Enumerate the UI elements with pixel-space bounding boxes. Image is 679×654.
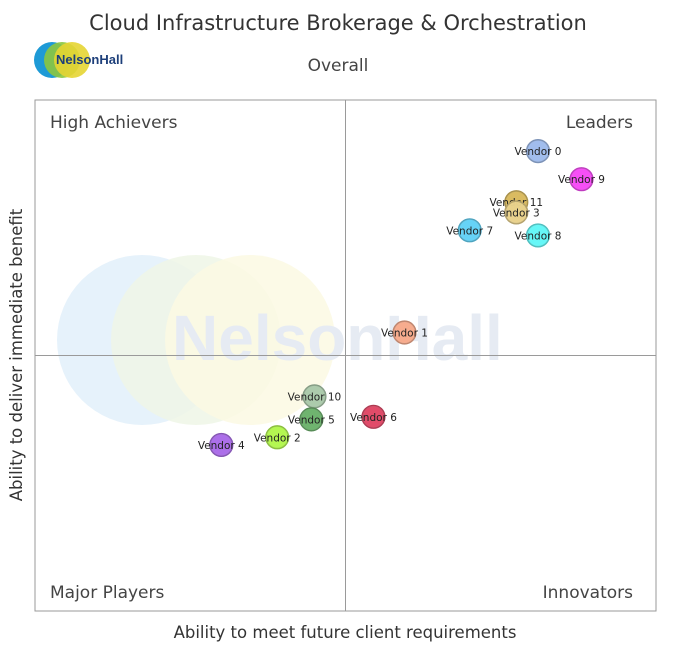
point-fill-vendor-9 [570,168,592,190]
point-label-vendor-2: Vendor 2 [254,432,301,444]
y-axis-label: Ability to deliver immediate benefit [7,208,26,501]
point-vendor-8[interactable]: Vendor 8 [515,223,562,248]
point-fill-vendor-6 [362,406,384,428]
point-fill-vendor-3 [505,201,527,223]
point-label-vendor-3: Vendor 3 [493,207,540,219]
point-vendor-9[interactable]: Vendor 9 [558,167,605,192]
point-fill-vendor-5 [300,408,322,430]
point-vendor-4[interactable]: Vendor 4 [198,432,245,458]
point-label-vendor-6: Vendor 6 [350,412,397,424]
quadrant-label-leaders: Leaders [566,113,633,133]
point-vendor-0[interactable]: Vendor 0 [515,139,562,164]
point-label-vendor-5: Vendor 5 [288,414,335,426]
point-label-vendor-10: Vendor 10 [288,391,342,403]
point-vendor-2[interactable]: Vendor 2 [254,425,301,450]
point-fill-vendor-0 [527,140,549,162]
chart-subtitle: Overall [308,56,369,76]
chart-title: Cloud Infrastructure Brokerage & Orchest… [89,11,587,35]
point-vendor-1[interactable]: Vendor 1 [381,320,428,345]
point-vendor-6[interactable]: Vendor 6 [350,404,397,429]
quadrant-label-high-achievers: High Achievers [50,113,178,133]
point-label-vendor-7: Vendor 7 [446,225,493,237]
point-fill-vendor-7 [459,219,481,241]
x-axis-label: Ability to meet future client requiremen… [174,623,517,642]
point-fill-vendor-2 [266,426,288,448]
point-vendor-7[interactable]: Vendor 7 [446,218,493,243]
watermark: NelsonHall [57,255,503,425]
point-label-vendor-9: Vendor 9 [558,174,605,186]
point-vendor-10[interactable]: Vendor 10 [288,384,342,409]
watermark-circle-yellow [165,255,335,425]
point-fill-vendor-4 [210,434,232,456]
point-label-vendor-0: Vendor 0 [515,146,562,158]
point-vendor-5[interactable]: Vendor 5 [288,407,335,432]
point-fill-vendor-1 [393,322,415,344]
logo-circle-yellow [54,42,90,78]
point-label-vendor-4: Vendor 4 [198,440,245,452]
quadrant-label-major-players: Major Players [50,583,165,603]
logo: NelsonHall [34,42,123,78]
quadrant-label-innovators: Innovators [543,583,633,603]
point-label-vendor-8: Vendor 8 [515,230,562,242]
watermark-text: NelsonHall [172,302,503,374]
point-fill-vendor-8 [527,224,549,246]
point-label-vendor-1: Vendor 1 [381,328,428,340]
point-vendor-3[interactable]: Vendor 3 [493,200,540,225]
logo-text: NelsonHall [56,52,123,67]
point-fill-vendor-10 [303,385,325,407]
